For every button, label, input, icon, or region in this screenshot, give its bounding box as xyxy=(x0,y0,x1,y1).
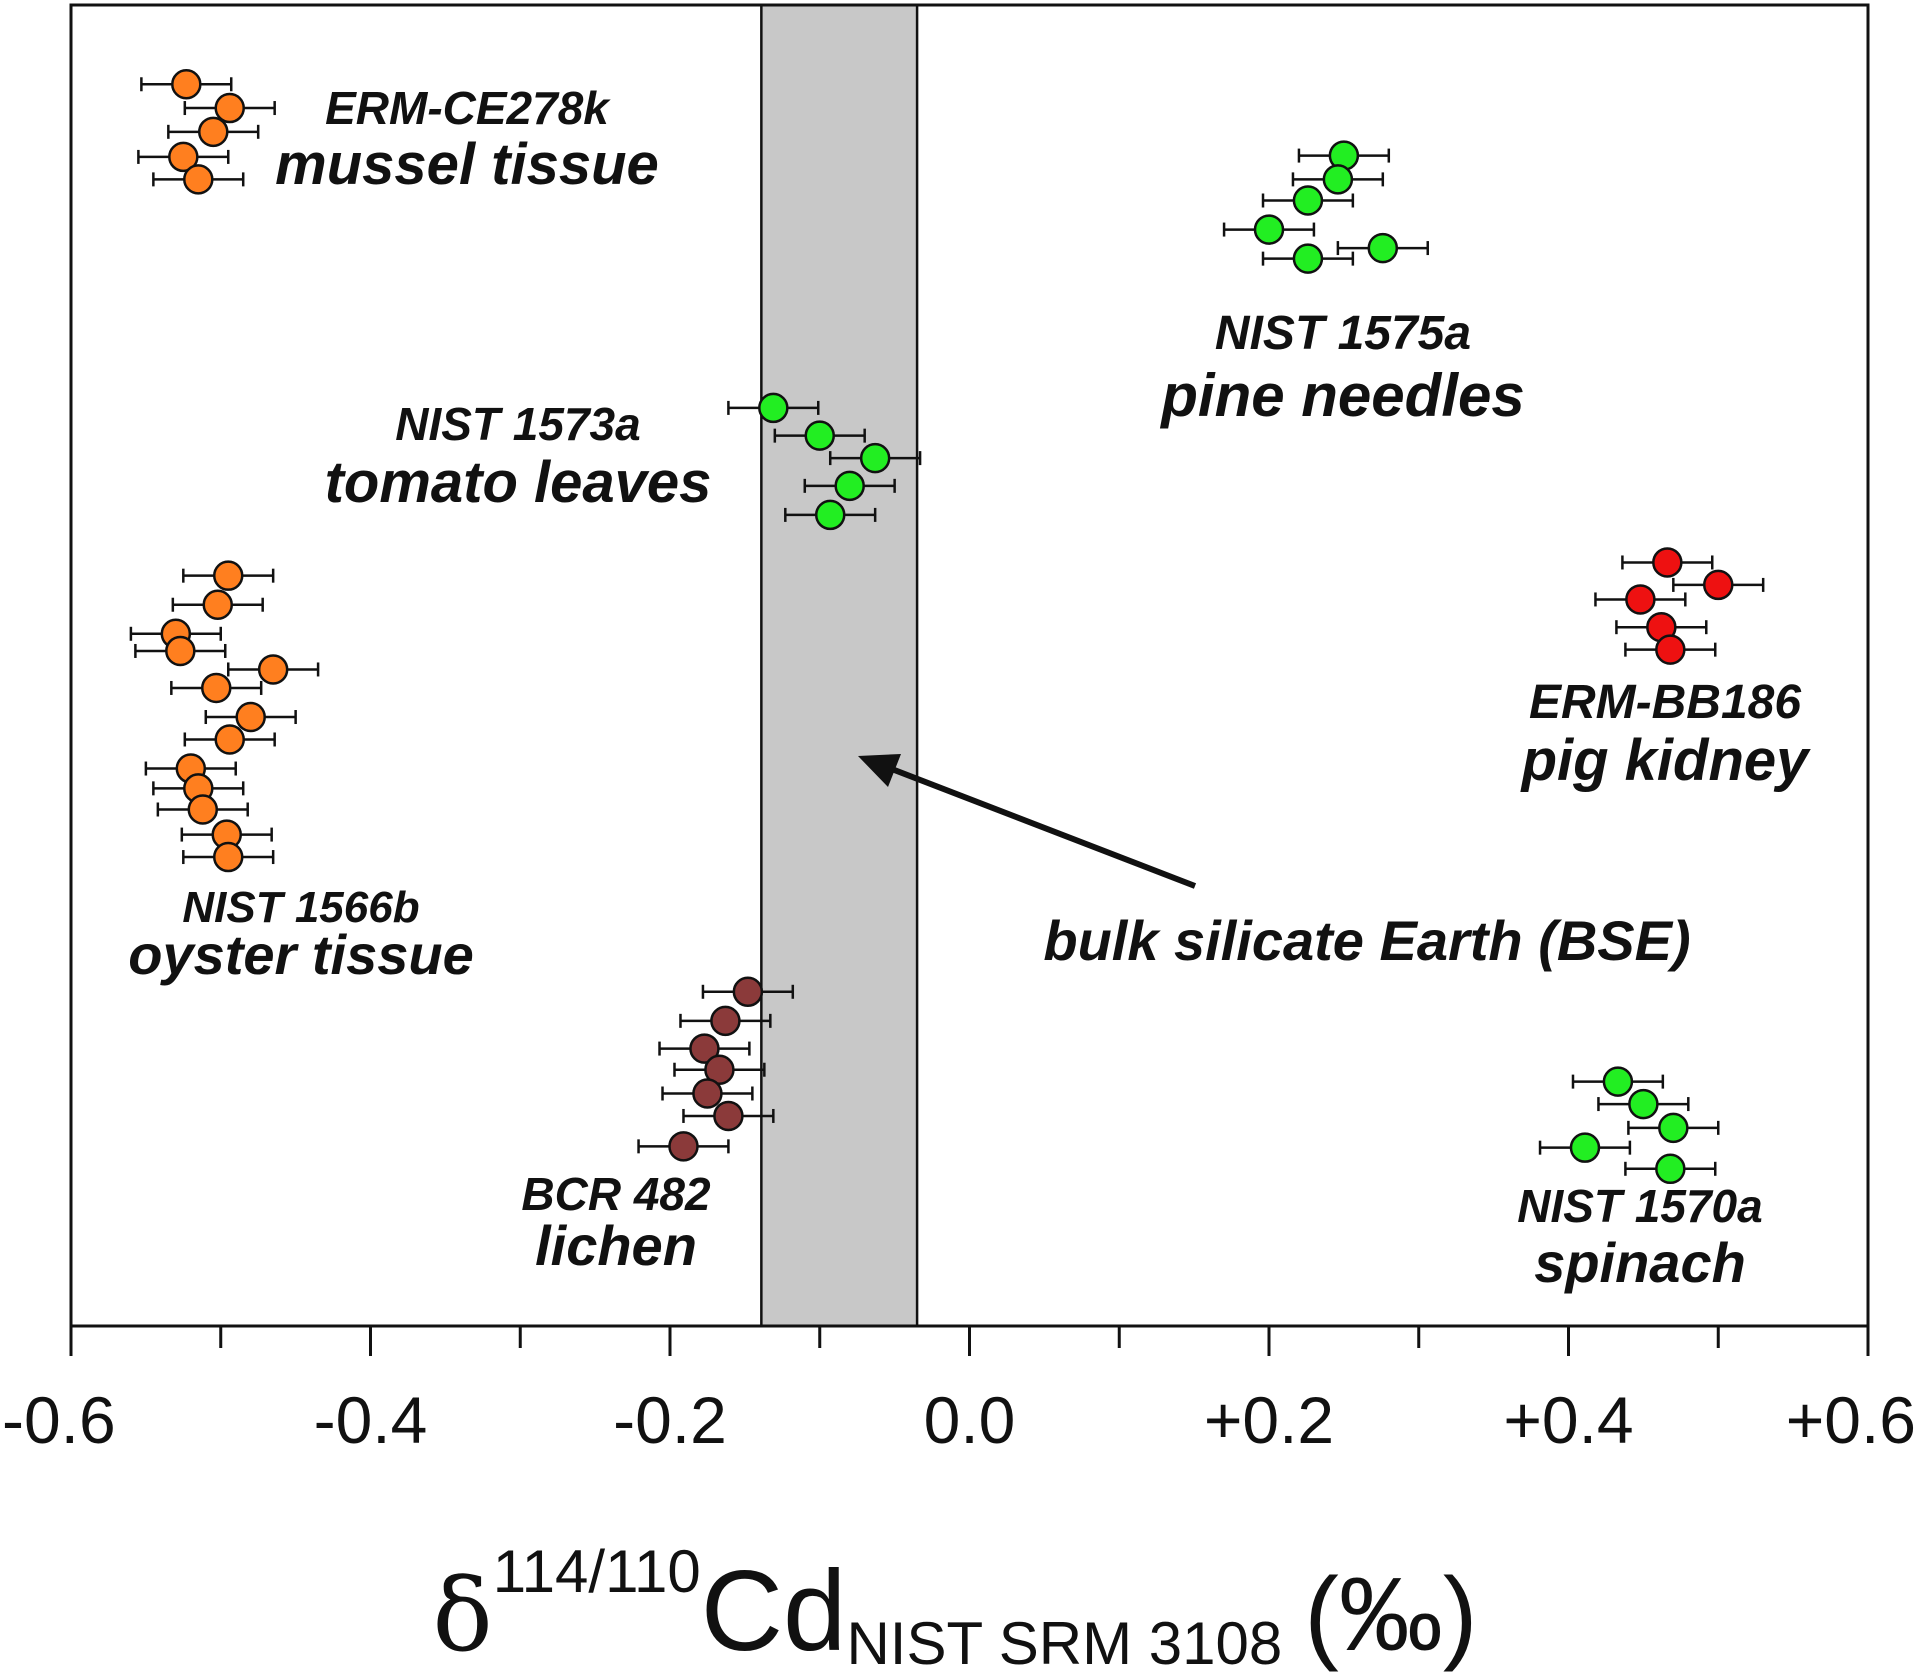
x-tick-label: 0.0 xyxy=(924,1383,1016,1457)
x-tick-label: +0.6 xyxy=(1786,1383,1916,1457)
data-point xyxy=(1292,243,1324,274)
series-bcr-482 xyxy=(637,976,795,1162)
group-label-bcr-482-name: lichen xyxy=(535,1214,697,1277)
group-label-bcr-482-code: BCR 482 xyxy=(521,1168,711,1220)
data-point xyxy=(171,69,202,100)
data-point xyxy=(165,635,196,667)
series-nist-1573a xyxy=(727,392,922,531)
x-tick-label: +0.2 xyxy=(1204,1383,1334,1457)
x-tick-label: +0.4 xyxy=(1503,1383,1633,1457)
data-point xyxy=(212,841,244,873)
group-label-nist-1573a-code: NIST 1573a xyxy=(395,398,640,450)
x-axis-ticks xyxy=(69,1326,1870,1356)
group-label-erm-ce278k-name: mussel tissue xyxy=(275,132,659,197)
data-point xyxy=(257,654,289,685)
data-point xyxy=(1655,1153,1686,1185)
data-point xyxy=(1569,1132,1601,1163)
data-point xyxy=(214,92,245,124)
data-point xyxy=(214,724,245,755)
data-point xyxy=(1602,1066,1634,1097)
group-label-nist-1575a-code: NIST 1575a xyxy=(1215,307,1471,360)
data-point xyxy=(212,560,244,591)
group-label-nist-1573a-name: tomato leaves xyxy=(325,450,712,515)
data-point xyxy=(1703,569,1734,601)
series-nist-1566b xyxy=(129,560,320,873)
x-axis-label-symbol: δ xyxy=(433,1557,493,1672)
data-point xyxy=(1625,584,1656,615)
bse-annotation: bulk silicate Earth (BSE) xyxy=(858,754,1691,972)
group-label-nist-1575a-name: pine needles xyxy=(1159,362,1524,429)
group-label-nist-1566b-name: oyster tissue xyxy=(128,923,474,986)
group-label-erm-ce278k-code: ERM-CE278k xyxy=(325,82,611,134)
data-point xyxy=(804,420,835,451)
bse-arrow-head xyxy=(858,754,901,787)
group-label-nist-1570a-code: NIST 1570a xyxy=(1517,1180,1762,1232)
x-tick-label: -0.6 xyxy=(2,1383,116,1457)
bse-arrow xyxy=(882,763,1197,889)
series-erm-ce278k xyxy=(137,69,276,195)
group-label-erm-bb186-code: ERM-BB186 xyxy=(1529,676,1801,729)
data-point xyxy=(1367,232,1399,264)
data-point xyxy=(1253,214,1285,245)
series-nist-1575a xyxy=(1222,140,1429,274)
x-tick-label: -0.2 xyxy=(613,1383,727,1457)
data-point xyxy=(814,499,846,531)
data-point xyxy=(183,164,214,195)
data-point xyxy=(202,589,234,620)
data-points xyxy=(129,69,1765,1185)
data-point xyxy=(1655,634,1686,665)
data-point xyxy=(704,1054,735,1085)
data-point xyxy=(713,1100,744,1132)
series-erm-bb186 xyxy=(1594,547,1765,665)
data-point xyxy=(1292,185,1324,216)
data-point xyxy=(758,392,789,424)
group-label-erm-bb186-name: pig kidney xyxy=(1520,728,1812,793)
bse-band xyxy=(761,5,918,1326)
x-axis-label: δ114/110CdNIST SRM 3108 (‰) xyxy=(433,1538,1478,1672)
series-nist-1570a xyxy=(1538,1066,1720,1185)
plot-frame xyxy=(69,3,1870,1328)
x-axis-label-unit: (‰) xyxy=(1304,1557,1477,1672)
data-point xyxy=(834,470,865,502)
x-axis-label-subscript: NIST SRM 3108 xyxy=(846,1610,1282,1672)
data-point xyxy=(187,794,219,825)
data-point xyxy=(689,1033,720,1064)
data-point xyxy=(692,1078,723,1109)
data-point xyxy=(1322,164,1354,195)
x-axis-label-superscript: 114/110 xyxy=(493,1538,701,1605)
x-axis-tick-labels: -0.6 -0.4 -0.2 0.0 +0.2 +0.4 +0.6 xyxy=(2,1383,1916,1457)
data-point xyxy=(201,672,232,704)
data-point xyxy=(198,116,229,148)
data-point xyxy=(1652,547,1683,578)
data-point xyxy=(235,701,266,733)
data-point xyxy=(168,141,199,173)
data-point xyxy=(859,442,891,474)
x-tick-label: -0.4 xyxy=(314,1383,428,1457)
data-point xyxy=(1628,1088,1659,1120)
x-axis-label-main: Cd xyxy=(701,1548,847,1672)
data-point xyxy=(668,1131,699,1162)
data-point xyxy=(710,1005,741,1037)
group-label-nist-1570a-name: spinach xyxy=(1534,1231,1746,1294)
group-label-nist-1566b-code: NIST 1566b xyxy=(182,883,419,932)
bse-label: bulk silicate Earth (BSE) xyxy=(1043,909,1690,972)
data-point xyxy=(1658,1112,1689,1144)
data-point xyxy=(732,976,764,1008)
